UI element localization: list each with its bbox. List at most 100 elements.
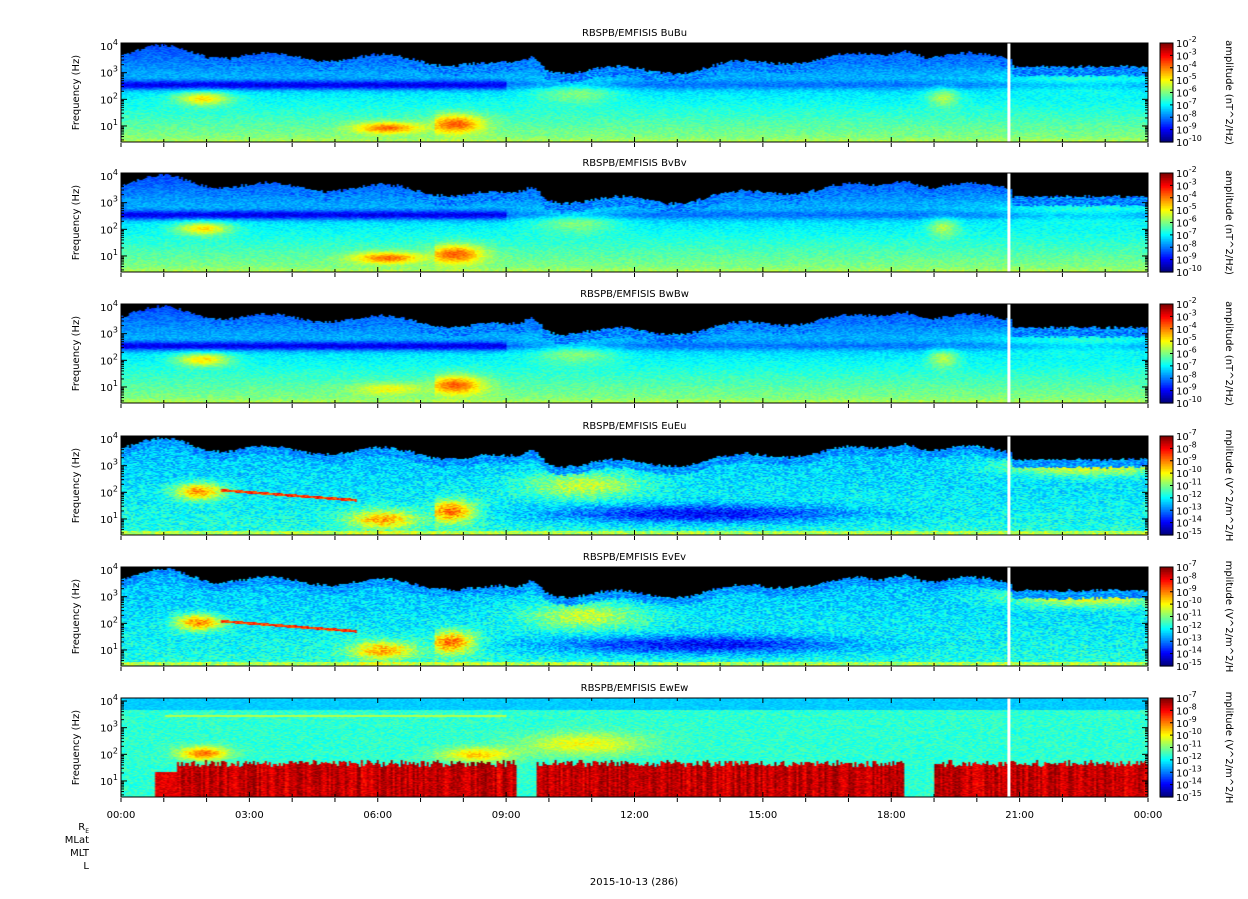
colorbar-cell [1160, 337, 1173, 340]
colorbar-cell [1160, 439, 1173, 442]
y-tick-label: 101 [100, 248, 118, 263]
ephemeris-labels: RE MLat MLT L [65, 822, 90, 872]
colorbar-cell [1160, 516, 1173, 520]
y-tick-label: 103 [100, 326, 118, 341]
x-tick-label: 21:00 [1005, 810, 1034, 821]
colorbar-tick-label: 10-8 [1176, 440, 1197, 455]
colorbar-cell [1160, 87, 1173, 90]
colorbar-cell [1160, 735, 1173, 739]
colorbar-cell [1160, 230, 1173, 233]
y-tick-label: 103 [100, 589, 118, 604]
colorbar-cell [1160, 355, 1173, 358]
y-axis-label: Frequency (Hz) [71, 448, 82, 524]
colorbar-tick-label: 10-3 [1176, 308, 1197, 323]
data-gap-line [1007, 304, 1011, 403]
colorbar-cell [1160, 608, 1173, 611]
colorbar-tick-label: 10-4 [1176, 190, 1197, 205]
colorbar-cell [1160, 201, 1173, 204]
colorbar-cell [1160, 595, 1173, 598]
data-gap-line [1007, 567, 1011, 666]
colorbar-cell [1160, 59, 1173, 62]
colorbar: 10-710-810-910-1010-1110-1210-1310-1410-… [1159, 690, 1234, 804]
colorbar-cell [1160, 360, 1173, 363]
colorbar-cell [1160, 219, 1173, 222]
colorbar-cell [1160, 105, 1173, 108]
colorbar-cell [1160, 752, 1173, 755]
data-gap-line [1007, 436, 1011, 535]
colorbar-cell [1160, 571, 1173, 575]
colorbar-cell [1160, 332, 1173, 335]
colorbar-cell [1160, 567, 1173, 570]
x-tick-label: 09:00 [492, 810, 521, 821]
y-axis-label: Frequency (Hz) [71, 710, 82, 786]
colorbar-label: amplitude (nT^2/Hz) [1223, 301, 1234, 406]
colorbar-cell [1160, 351, 1173, 355]
ephemeris-label-mlat: MLat [65, 835, 89, 846]
colorbar-cell [1160, 581, 1173, 585]
colorbar-cell [1160, 212, 1173, 215]
colorbar-cell [1160, 485, 1173, 488]
colorbar-tick-label: 10-2 [1176, 165, 1197, 180]
colorbar-cell [1160, 313, 1173, 317]
colorbar-cell [1160, 575, 1173, 578]
colorbar-cell [1160, 734, 1173, 737]
x-tick-label: 18:00 [877, 810, 906, 821]
colorbar-cell [1160, 399, 1173, 402]
colorbar-cell [1160, 368, 1173, 371]
colorbar: 10-210-310-410-510-610-710-810-910-10 amp… [1159, 165, 1234, 279]
colorbar-cell [1160, 90, 1173, 94]
colorbar-tick-label: 10-5 [1176, 202, 1197, 217]
colorbar-cell [1160, 77, 1173, 80]
colorbar-cell [1160, 792, 1173, 795]
data-gap-line [1007, 173, 1011, 272]
colorbar-cell [1160, 104, 1173, 107]
x-tick-label: 00:00 [1134, 810, 1163, 821]
colorbar-tick-label: 10-12 [1176, 621, 1202, 636]
colorbar-cell [1160, 793, 1173, 796]
panel-title: RBSPB/EMFISIS BuBu [582, 28, 687, 39]
colorbar-cell [1160, 662, 1173, 665]
colorbar-cell [1160, 240, 1173, 243]
colorbar-cell [1160, 483, 1173, 487]
colorbar-cell [1160, 623, 1173, 626]
colorbar-cell [1160, 601, 1173, 604]
colorbar: 10-710-810-910-1010-1110-1210-1310-1410-… [1159, 559, 1234, 673]
y-tick-label: 102 [100, 91, 118, 106]
colorbar-cell [1160, 84, 1173, 87]
x-tick-label: 00:00 [107, 810, 136, 821]
colorbar-cell [1160, 262, 1173, 265]
colorbar-cell [1160, 109, 1173, 112]
colorbar-cell [1160, 778, 1173, 782]
ephemeris-label-l: L [83, 861, 89, 872]
colorbar-tick-label: 10-10 [1176, 465, 1202, 480]
colorbar-cell [1160, 588, 1173, 591]
colorbar-cell [1160, 330, 1173, 333]
colorbar-cell [1160, 647, 1173, 651]
colorbar-cell [1160, 363, 1173, 366]
colorbar-tick-label: 10-10 [1176, 264, 1202, 279]
colorbar-cell [1160, 609, 1173, 613]
colorbar-cell [1160, 525, 1173, 528]
colorbar-cell [1160, 263, 1173, 266]
colorbar-cell [1160, 745, 1173, 749]
colorbar-cell [1160, 754, 1173, 757]
colorbar-cell [1160, 460, 1173, 463]
colorbar-cell [1160, 189, 1173, 192]
colorbar-cell [1160, 51, 1173, 54]
x-tick-label: 06:00 [363, 810, 392, 821]
colorbar-cell [1160, 787, 1173, 790]
colorbar-cell [1160, 604, 1173, 608]
colorbar-cell [1160, 436, 1173, 439]
colorbar-cell [1160, 341, 1173, 345]
colorbar-label: mplitude (V^2/m^2/H [1223, 561, 1234, 673]
x-tick-label: 03:00 [235, 810, 264, 821]
colorbar-cell [1160, 442, 1173, 445]
colorbar: 10-710-810-910-1010-1110-1210-1310-1410-… [1159, 428, 1234, 542]
colorbar-cell [1160, 110, 1173, 113]
y-tick-label: 102 [100, 484, 118, 499]
colorbar-cell [1160, 186, 1173, 189]
colorbar-cell [1160, 744, 1173, 747]
colorbar-cell [1160, 506, 1173, 510]
colorbar-cell [1160, 202, 1173, 205]
colorbar-cell [1160, 232, 1173, 235]
